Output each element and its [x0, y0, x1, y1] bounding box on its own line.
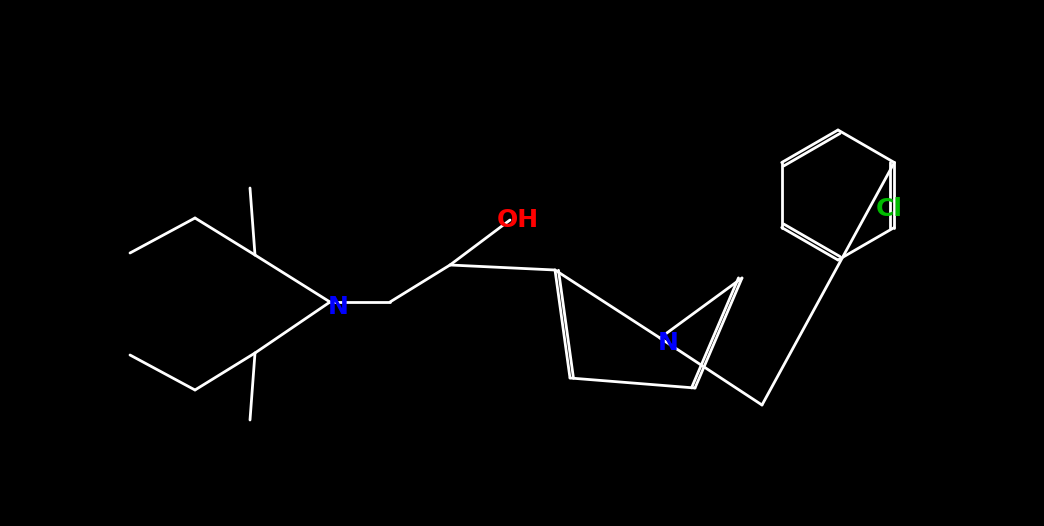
Text: N: N [328, 295, 349, 319]
Text: Cl: Cl [876, 197, 903, 221]
Text: OH: OH [497, 208, 539, 232]
Text: N: N [658, 331, 679, 355]
